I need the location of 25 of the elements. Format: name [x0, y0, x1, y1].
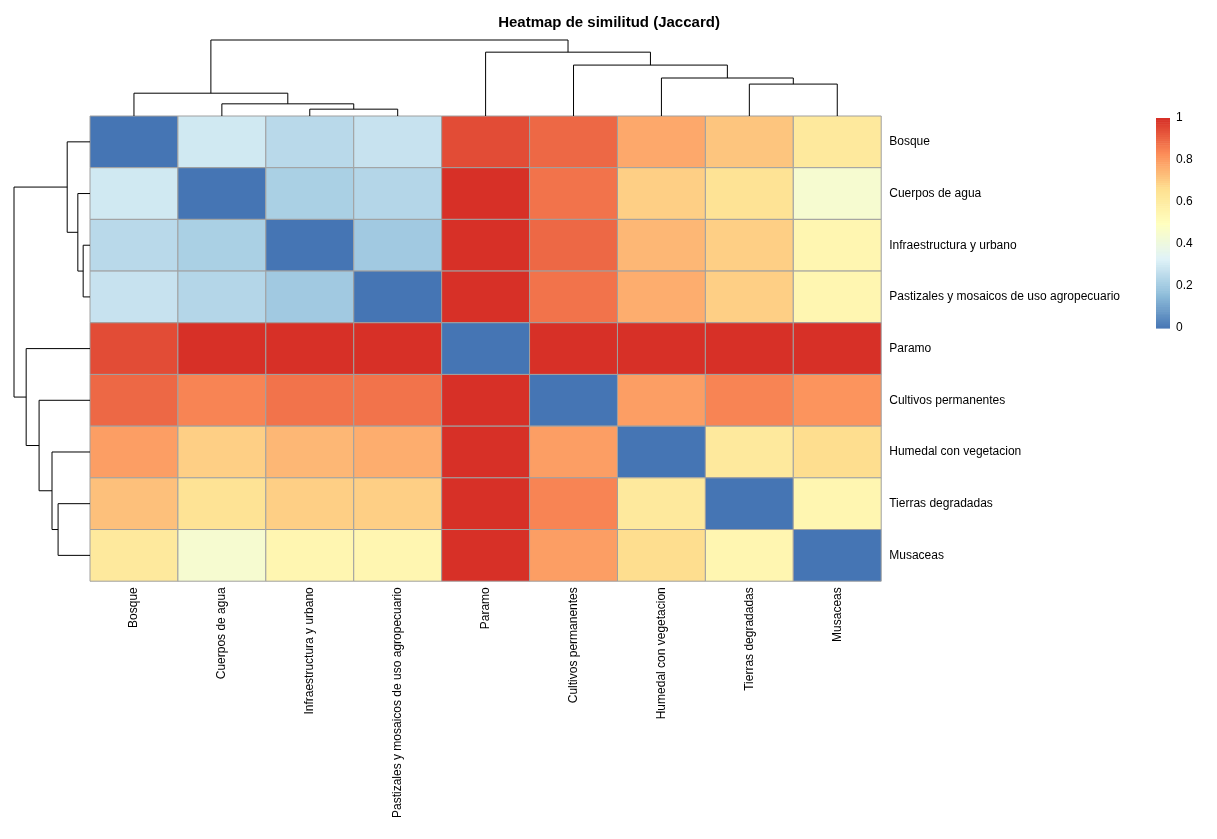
y-tick-label: Tierras degradadas — [889, 495, 993, 510]
y-tick-label: Cultivos permanentes — [889, 392, 1006, 407]
x-tick-label: Bosque — [126, 586, 141, 628]
x-tick-label: Tierras degradadas — [741, 587, 756, 691]
color-bar-label: 0.6 — [1176, 194, 1194, 209]
y-tick-label: Humedal con vegetacion — [889, 444, 1022, 459]
y-tick-label: Infraestructura y urbano — [889, 237, 1017, 252]
y-tick-label: Cuerpos de agua — [889, 185, 982, 200]
y-tick-label: Musaceas — [889, 547, 944, 562]
x-tick-label: Humedal con vegetacion — [653, 587, 668, 720]
chart-title: Heatmap de similitud (Jaccard) — [498, 13, 720, 31]
color-bar-label: 1 — [1176, 110, 1183, 125]
color-bar-label: 0 — [1176, 320, 1183, 335]
color-bar-label: 0.2 — [1176, 278, 1194, 293]
x-tick-label: Pastizales y mosaicos de uso agropecuario — [390, 586, 405, 819]
y-tick-label: Paramo — [889, 340, 932, 355]
x-tick-label: Cuerpos de agua — [214, 586, 229, 680]
color-bar-label: 0.8 — [1176, 152, 1194, 167]
color-bar-label: 0.4 — [1176, 236, 1194, 251]
y-tick-label: Bosque — [889, 134, 931, 149]
x-tick-label: Infraestructura y urbano — [302, 586, 317, 715]
x-tick-label: Paramo — [477, 586, 492, 630]
x-tick-label: Cultivos permanentes — [565, 587, 580, 704]
x-tick-label: Musaceas — [829, 587, 844, 642]
y-tick-label: Pastizales y mosaicos de uso agropecuario — [889, 289, 1121, 304]
